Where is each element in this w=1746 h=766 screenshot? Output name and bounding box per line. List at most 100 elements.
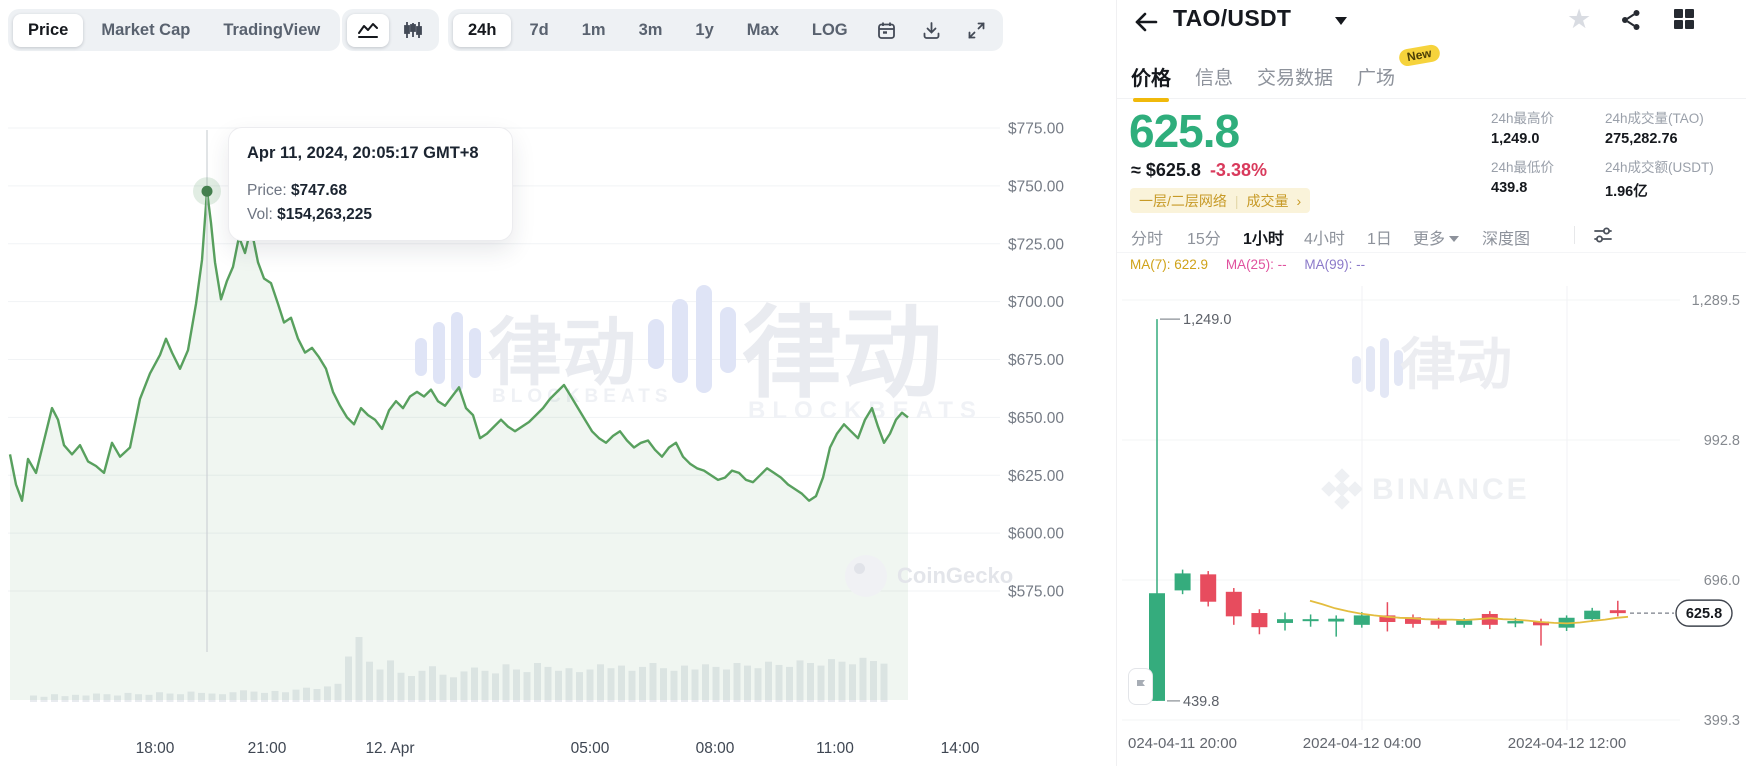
stat-24h-turnover-usdt: 24h成交额(USDT) 1.96亿 <box>1605 160 1714 200</box>
y-tick-label: $625.00 <box>1008 468 1064 485</box>
tooltip-vol-value: $154,263,225 <box>277 206 372 223</box>
high-annotation: 1,249.0 <box>1183 312 1231 328</box>
candle-body[interactable] <box>1200 574 1217 602</box>
binance-watermark: BINANCE <box>1321 468 1530 510</box>
line-chart-icon[interactable] <box>347 13 389 47</box>
view-toggle-group: Price Market Cap TradingView <box>8 9 341 51</box>
candle-body[interactable] <box>1174 573 1191 591</box>
svg-text:律动: 律动 <box>742 298 942 410</box>
candle-body[interactable] <box>1302 619 1319 622</box>
panel-tabs: 价格 信息 交易数据 广场 New <box>1117 43 1746 102</box>
price-line <box>8 190 909 502</box>
candle-body[interactable] <box>1225 591 1242 617</box>
calendar-icon[interactable] <box>866 14 908 47</box>
candle-body[interactable] <box>1456 620 1473 625</box>
tf-more[interactable]: 更多 <box>1413 225 1460 249</box>
y-tick-label: 1,289.5 <box>1692 293 1740 309</box>
fullscreen-icon[interactable] <box>956 14 998 47</box>
x-tick-label: 2024-04-12 12:00 <box>1508 735 1626 752</box>
last-price: 625.8 <box>1129 105 1240 157</box>
tf-1h[interactable]: 1小时 <box>1243 231 1284 248</box>
svg-text:BLOCKBEATS: BLOCKBEATS <box>748 397 983 424</box>
candle-body[interactable] <box>1251 613 1268 628</box>
candle-body[interactable] <box>1328 618 1345 622</box>
pair-selector-caret-icon[interactable] <box>1335 17 1347 25</box>
tab-market-cap[interactable]: Market Cap <box>86 14 205 47</box>
stats-grid: 24h最高价 1,249.0 24h成交量(TAO) 275,282.76 24… <box>1491 107 1714 201</box>
tf-realtime[interactable]: 分时 <box>1131 231 1164 248</box>
svg-text:625.8: 625.8 <box>1686 606 1722 622</box>
candle-body[interactable] <box>1405 617 1421 624</box>
y-tick-label: $750.00 <box>1008 178 1064 195</box>
tf-depth[interactable]: 深度图 <box>1482 231 1531 248</box>
price-change: -3.38% <box>1209 160 1267 180</box>
range-1m[interactable]: 1m <box>567 14 621 47</box>
chevron-right-icon: › <box>1296 192 1302 209</box>
candle-body[interactable] <box>1481 613 1498 625</box>
apps-grid-icon[interactable] <box>1673 8 1695 33</box>
range-24h[interactable]: 24h <box>453 13 512 47</box>
x-tick-label: 12. Apr <box>365 740 414 757</box>
ma7-line <box>1309 599 1629 625</box>
tab-square[interactable]: 广场 <box>1357 67 1396 89</box>
candle-body[interactable] <box>1379 615 1396 623</box>
range-3m[interactable]: 3m <box>624 14 678 47</box>
candle-body[interactable] <box>1149 593 1165 701</box>
tab-tradingview[interactable]: TradingView <box>208 14 335 47</box>
stat-24h-volume-tao: 24h成交量(TAO) 275,282.76 <box>1605 111 1704 147</box>
back-icon[interactable] <box>1131 10 1161 36</box>
y-tick-label: $775.00 <box>1008 121 1064 138</box>
chart-type-group <box>342 9 439 51</box>
y-tick-label: $575.00 <box>1008 584 1064 601</box>
y-tick-label: 696.0 <box>1704 573 1740 589</box>
tooltip-vol-row: Vol: $154,263,225 <box>247 206 372 223</box>
indicator-settings-icon[interactable] <box>1591 224 1615 249</box>
range-max[interactable]: Max <box>732 14 794 47</box>
stat-24h-high: 24h最高价 1,249.0 <box>1491 111 1555 147</box>
chevron-down-icon <box>1449 236 1460 242</box>
low-annotation: 439.8 <box>1183 694 1219 710</box>
candle-body[interactable] <box>1507 621 1524 624</box>
download-icon[interactable] <box>911 14 953 47</box>
share-icon[interactable] <box>1619 8 1643 35</box>
range-7d[interactable]: 7d <box>514 14 563 47</box>
tf-15m[interactable]: 15分 <box>1187 231 1221 248</box>
candle-body[interactable] <box>1353 615 1370 625</box>
pair-title: TAO/USDT <box>1173 5 1292 31</box>
tab-price-cn[interactable]: 价格 <box>1131 62 1171 102</box>
candle-body[interactable] <box>1430 620 1447 625</box>
log-scale-toggle[interactable]: LOG <box>797 14 863 47</box>
tag-network: 一层/二层网络 <box>1139 192 1227 209</box>
svg-text:律动: 律动 <box>488 311 636 394</box>
candle-body[interactable] <box>1584 610 1601 620</box>
favorite-star-icon[interactable]: ★ <box>1561 3 1597 36</box>
x-tick-label: 08:00 <box>696 740 735 757</box>
chart-tooltip: Apr 11, 2024, 20:05:17 GMT+8 Price: $747… <box>228 127 513 241</box>
tf-4h[interactable]: 4小时 <box>1304 231 1345 248</box>
candlestick-chart-icon[interactable] <box>392 14 434 47</box>
svg-text:BINANCE: BINANCE <box>1372 473 1530 506</box>
y-tick-label: $675.00 <box>1008 352 1064 369</box>
candle-body[interactable] <box>1277 619 1293 623</box>
volume-bars <box>30 637 888 702</box>
flag-marker-button[interactable] <box>1128 668 1153 705</box>
candle-body[interactable] <box>1533 621 1549 626</box>
tooltip-price-value: $747.68 <box>290 182 347 199</box>
tab-trading-data[interactable]: 交易数据 <box>1257 67 1334 89</box>
x-tick-label: 18:00 <box>136 740 175 757</box>
tf-1d[interactable]: 1日 <box>1367 231 1392 248</box>
category-tag[interactable]: 一层/二层网络 | 成交量 › <box>1130 188 1311 213</box>
svg-text:律动: 律动 <box>1400 333 1512 396</box>
fiat-price: ≈ $625.8 <box>1131 160 1201 180</box>
tab-info[interactable]: 信息 <box>1195 67 1234 89</box>
last-price-badge[interactable] <box>1675 599 1733 627</box>
trade-panel-header: TAO/USDT ★ <box>1117 0 1746 48</box>
blockbeats-watermark: 律动 <box>1352 333 1512 398</box>
candle-body[interactable] <box>1609 610 1626 614</box>
tab-price[interactable]: Price <box>13 13 84 47</box>
x-tick-label: 2024-04-12 04:00 <box>1303 735 1421 752</box>
x-tick-label: 11:00 <box>816 740 854 757</box>
range-1y[interactable]: 1y <box>680 14 728 47</box>
